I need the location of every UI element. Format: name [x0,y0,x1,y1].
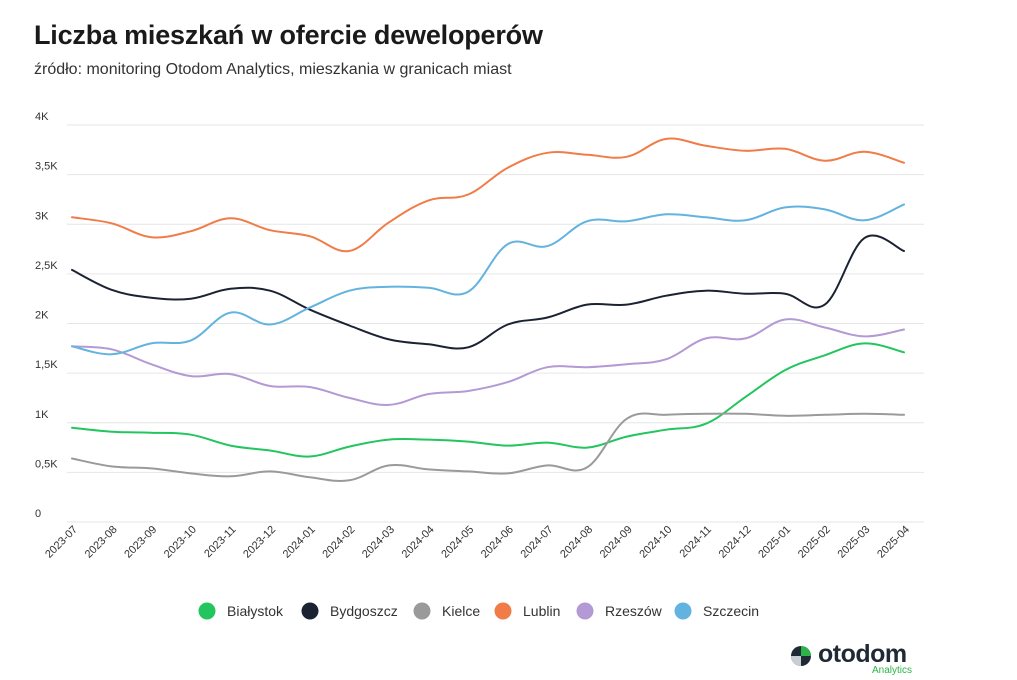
x-tick-label: 2023-07 [43,524,80,561]
x-tick-label: 2025-02 [796,524,833,561]
x-tick-label: 2024-10 [637,524,674,561]
grid-lines [67,124,924,523]
legend-label: Lublin [523,603,560,619]
legend-swatch [576,602,594,620]
y-tick-label: 0,5K [35,458,58,470]
legend-item-lublin: Lublin [494,602,560,620]
legend: Białystok Bydgoszcz Kielce Lublin Rzeszów Szc… [198,602,759,620]
x-tick-label: 2024-08 [558,524,595,561]
x-tick-label: 2025-03 [835,524,872,561]
y-tick-label: 1,5K [35,359,58,371]
y-tick-label: 2,5K [35,260,58,272]
legend-swatch [413,602,431,620]
otodom-logo-icon [791,646,811,666]
legend-label: Kielce [442,603,480,619]
y-axis: 0 0,5K 1K 1,5K 2K 2,5K 3K 3,5K 4K [35,111,58,520]
legend-item-szczecin: Szczecin [674,602,759,620]
x-tick-label: 2024-02 [320,524,357,561]
y-tick-label: 0 [35,508,41,520]
legend-item-bialystok: Białystok [198,602,284,620]
otodom-logo: otodom Analytics [790,640,925,679]
x-tick-label: 2023-09 [122,524,159,561]
x-tick-label: 2023-10 [162,524,199,561]
y-tick-label: 1K [35,409,49,421]
x-tick-label: 2024-12 [717,524,754,561]
y-tick-label: 3K [35,210,49,222]
legend-swatch [198,602,216,620]
legend-swatch [301,602,319,620]
x-tick-label: 2024-04 [400,524,437,561]
legend-label: Szczecin [703,603,759,619]
x-tick-label: 2025-04 [875,524,912,561]
y-tick-label: 2K [35,310,49,322]
legend-label: Rzeszów [605,603,663,619]
series-line-kielce [71,412,905,482]
x-tick-label: 2024-09 [598,524,635,561]
x-tick-label: 2024-01 [281,524,318,561]
series-line-lublin [71,137,905,253]
series-line-bydgoszcz [71,234,905,350]
series-line-rzeszow [71,318,905,406]
x-tick-label: 2024-11 [678,524,714,560]
y-tick-label: 3,5K [35,161,58,173]
x-axis: 2023-07 2023-08 2023-09 2023-10 2023-11 2023-… [43,524,912,561]
series-line-szczecin [71,203,905,356]
legend-item-rzeszow: Rzeszów [576,602,663,620]
legend-item-kielce: Kielce [413,602,480,620]
x-tick-label: 2024-07 [519,524,556,561]
x-tick-label: 2024-05 [439,524,476,561]
legend-label: Białystok [227,603,284,619]
legend-swatch [674,602,692,620]
legend-item-bydgoszcz: Bydgoszcz [301,602,398,620]
x-tick-label: 2025-01 [756,524,793,561]
x-tick-label: 2023-12 [241,524,278,561]
legend-swatch [494,602,512,620]
legend-label: Bydgoszcz [330,603,398,619]
logo-wordmark: otodom [818,640,907,668]
y-tick-label: 4K [35,111,49,123]
x-tick-label: 2023-08 [83,524,120,561]
x-tick-label: 2024-06 [479,524,516,561]
x-tick-label: 2023-11 [202,524,238,560]
series-line-bialystok [71,342,905,458]
logo-subtitle: Analytics [872,665,913,676]
x-tick-label: 2024-03 [360,524,397,561]
chart-subtitle: źródło: monitoring Otodom Analytics, mie… [34,61,512,78]
chart-title: Liczba mieszkań w ofercie deweloperów [34,20,543,50]
series-lines [71,137,905,482]
line-chart: 0 0,5K 1K 1,5K 2K 2,5K 3K 3,5K 4K 2023-07 2023-08… [35,111,924,620]
